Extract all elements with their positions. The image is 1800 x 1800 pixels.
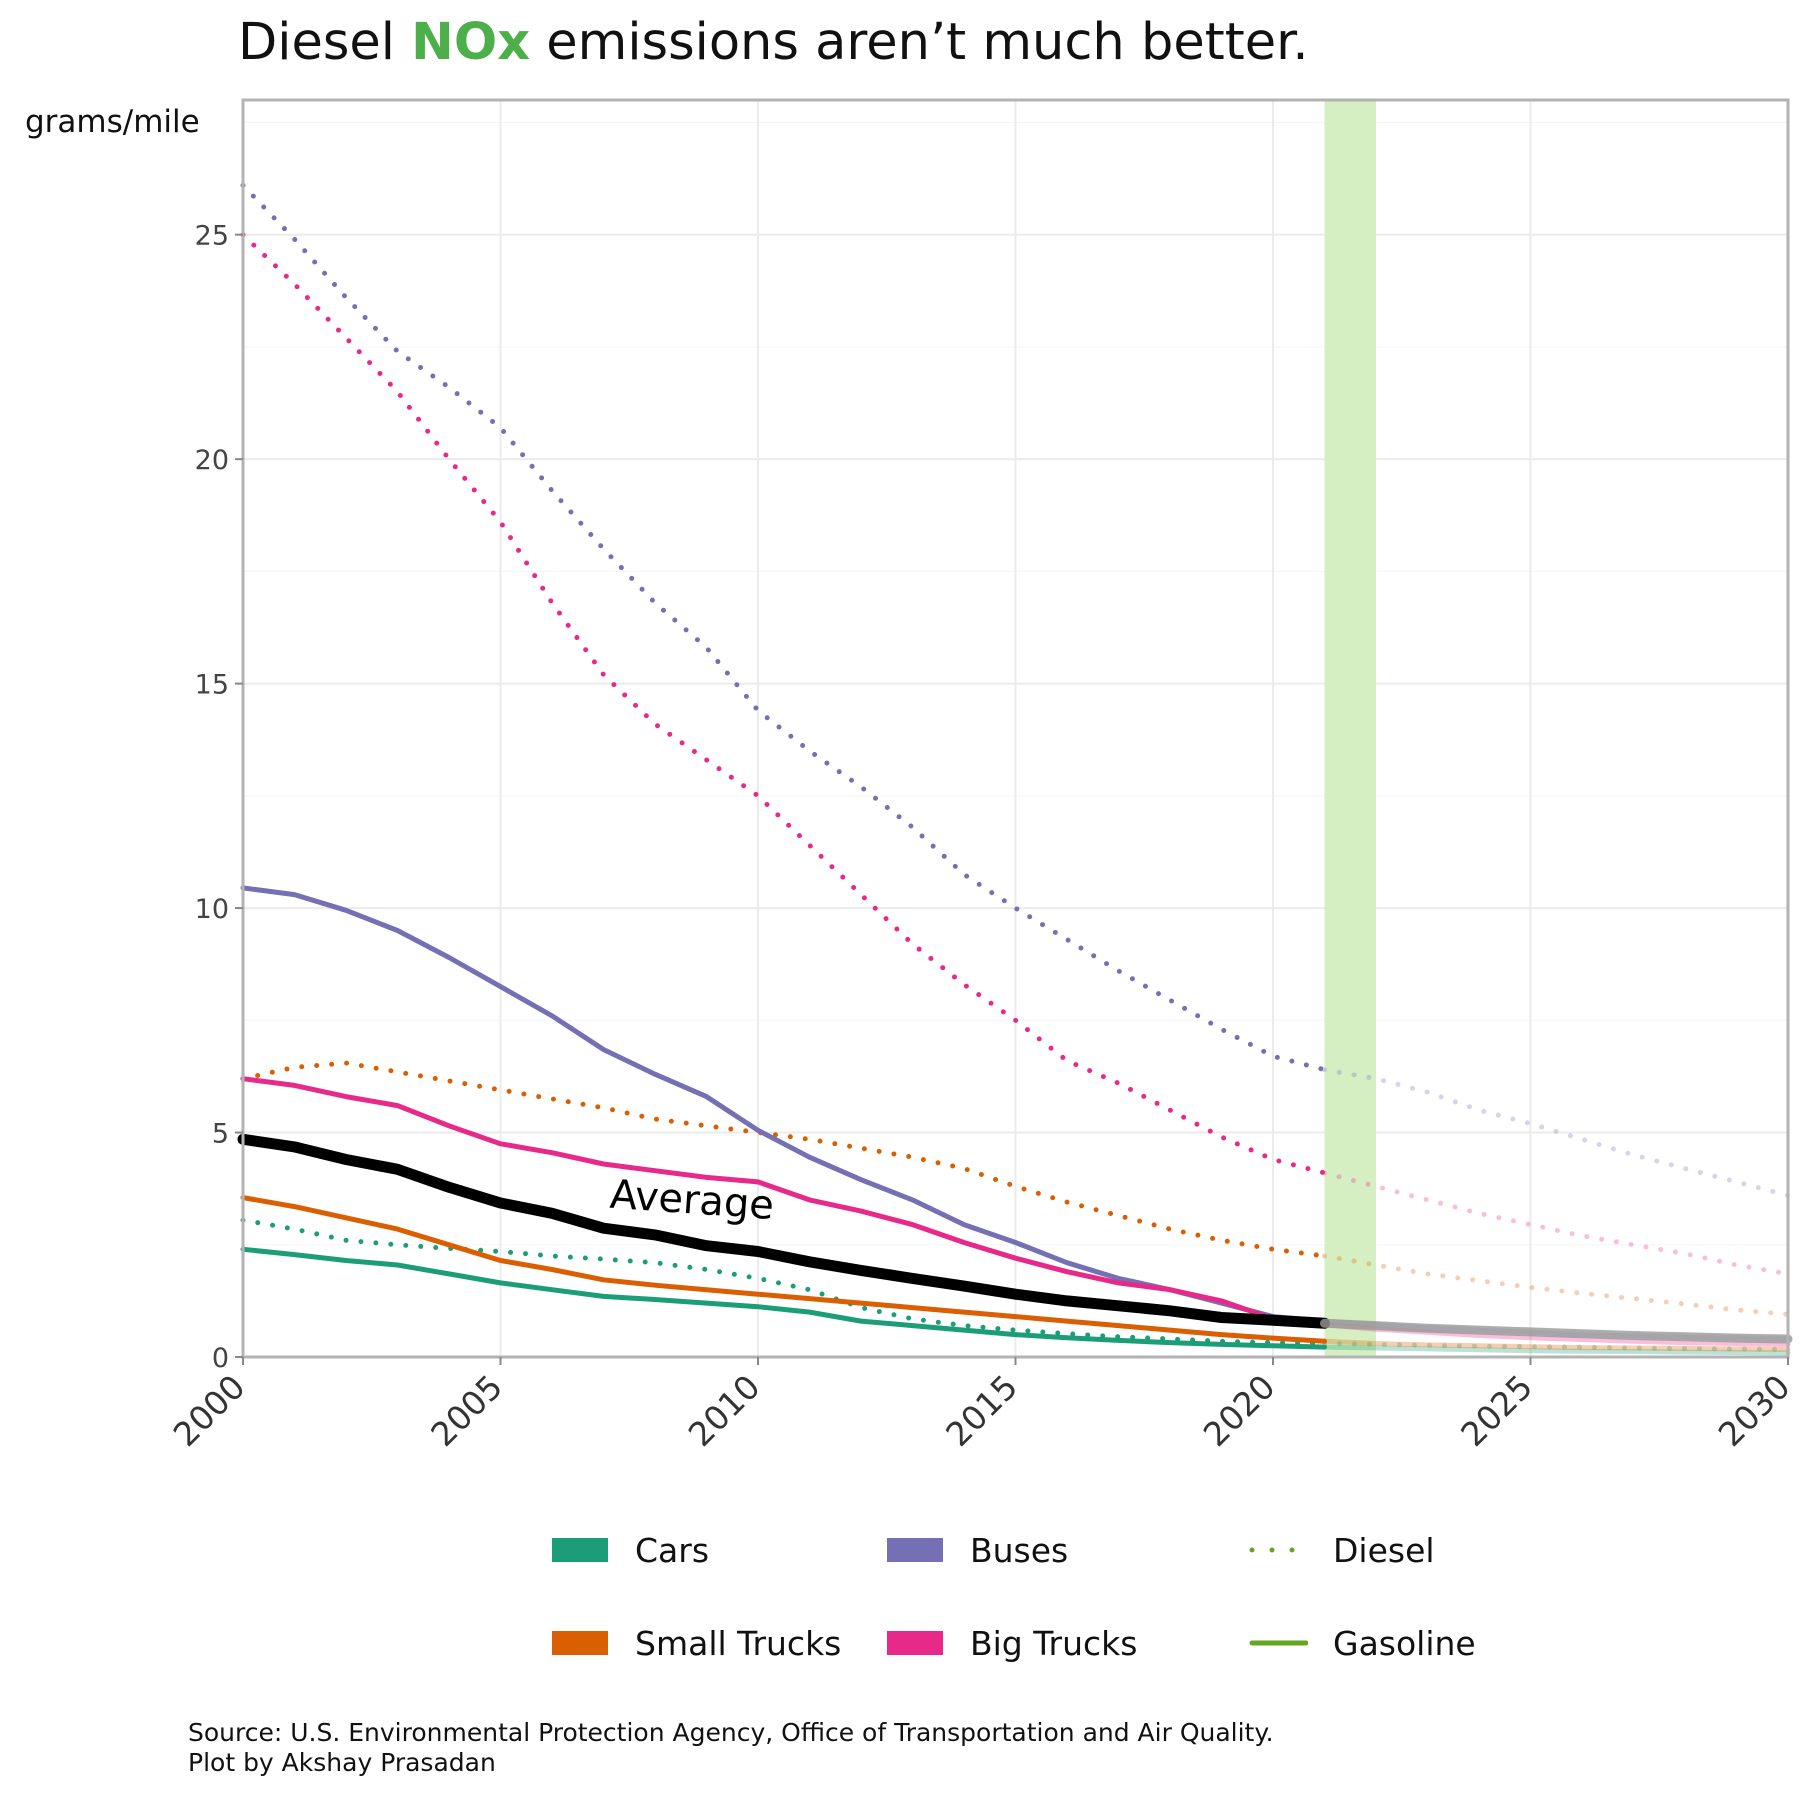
- average-annotation: Average: [608, 1172, 775, 1229]
- legend-label-gasoline: Gasoline: [1333, 1623, 1476, 1663]
- series-projection-cars-diesel: [1322, 1341, 1791, 1352]
- legend-swatch: [552, 1631, 608, 1655]
- y-tick-label: 0: [212, 1343, 229, 1374]
- legend-key-small-trucks: [550, 1613, 610, 1673]
- x-tick-label: 2000: [166, 1367, 253, 1454]
- series-line-small-trucks-gasoline: [240, 1195, 1327, 1344]
- x-tick-label: 2020: [1196, 1367, 1283, 1454]
- legend-item-buses: Buses: [885, 1520, 1068, 1580]
- series-line-big-trucks-gasoline: [240, 1076, 1327, 1328]
- legend-item-big-trucks: Big Trucks: [885, 1613, 1137, 1673]
- y-tick-label: 15: [195, 670, 229, 701]
- legend-item-gasoline: Gasoline: [1248, 1613, 1476, 1673]
- legend-item-cars: Cars: [550, 1520, 709, 1580]
- caption-credit: Plot by Akshay Prasadan: [188, 1748, 496, 1777]
- x-tick-label: 2030: [1711, 1367, 1798, 1454]
- legend-label-big-trucks: Big Trucks: [970, 1623, 1138, 1663]
- chart-title: Diesel NOx emissions aren’t much better.: [238, 8, 1309, 78]
- legend-item-diesel: Diesel: [1248, 1520, 1435, 1580]
- series-projection-buses-diesel: [1322, 1067, 1791, 1198]
- legend-key-big-trucks: [885, 1613, 945, 1673]
- legend-swatch: [887, 1631, 943, 1655]
- legend-key-diesel: [1248, 1520, 1309, 1580]
- title-suffix: emissions aren’t much better.: [530, 13, 1309, 72]
- x-tick-label: 2005: [423, 1367, 510, 1454]
- series-line-small-trucks-diesel: [240, 1060, 1327, 1259]
- legend-key-buses: [885, 1520, 945, 1580]
- legend-swatch-mark: [887, 1631, 943, 1655]
- series-projection-small-trucks-diesel: [1322, 1253, 1791, 1317]
- series-line-average-all: [237, 1133, 1330, 1329]
- legend-swatch: [1249, 1547, 1309, 1553]
- x-tick-label: 2015: [938, 1367, 1025, 1454]
- series-line-big-trucks-diesel: [240, 232, 1327, 1176]
- series-line-cars-diesel: [240, 1217, 1327, 1346]
- legend-swatch: [1249, 1640, 1309, 1646]
- legend-swatch: [552, 1538, 608, 1562]
- x-tick-label: 2025: [1453, 1367, 1540, 1454]
- legend: Cars Buses Diesel Small Trucks Big Truck…: [0, 1520, 1800, 1720]
- x-tick-label: 2010: [681, 1367, 768, 1454]
- legend-label-small-trucks: Small Trucks: [635, 1623, 842, 1663]
- legend-label-diesel: Diesel: [1333, 1530, 1435, 1570]
- series-projection-cars-gasoline: [1322, 1344, 1791, 1356]
- legend-label-buses: Buses: [970, 1530, 1069, 1570]
- y-tick-label: 20: [195, 445, 229, 476]
- legend-key-cars: [550, 1520, 610, 1580]
- projection-band: [1324, 100, 1376, 1357]
- y-tick-label: 10: [195, 894, 229, 925]
- series-line-buses-diesel: [240, 182, 1327, 1073]
- title-prefix: Diesel: [238, 13, 412, 72]
- y-tick-label: 5: [212, 1119, 229, 1150]
- series-projection-average-all: [1320, 1318, 1793, 1344]
- caption: Source: U.S. Environmental Protection Ag…: [188, 1718, 1274, 1778]
- legend-label-cars: Cars: [635, 1530, 710, 1570]
- series-projection-big-trucks-diesel: [1322, 1170, 1791, 1277]
- legend-item-small-trucks: Small Trucks: [550, 1613, 841, 1673]
- series-projection-small-trucks-gasoline: [1322, 1338, 1791, 1352]
- caption-source: Source: U.S. Environmental Protection Ag…: [188, 1718, 1274, 1747]
- y-tick-label: 25: [195, 221, 229, 252]
- title-highlight: NOx: [411, 13, 531, 72]
- legend-swatch-mark: [887, 1538, 943, 1562]
- legend-swatch-mark: [552, 1538, 608, 1562]
- legend-key-gasoline: [1248, 1613, 1309, 1673]
- y-axis-label: grams/mile: [25, 104, 200, 140]
- legend-swatch-mark: [552, 1631, 608, 1655]
- series-line-cars-gasoline: [240, 1246, 1327, 1350]
- legend-swatch: [887, 1538, 943, 1562]
